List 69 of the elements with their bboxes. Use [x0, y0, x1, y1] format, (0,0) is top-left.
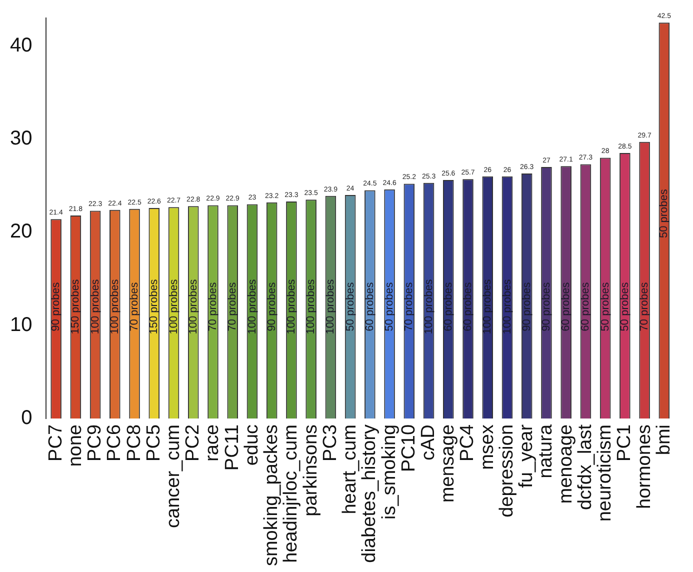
x-tick-label: cancer_cum	[162, 424, 184, 528]
annotation: 50 probes	[344, 282, 356, 332]
x-tick-label: headinjrloc_cum	[280, 424, 302, 563]
x-tick-label: PC11	[222, 424, 243, 471]
annotation: 100 probes	[187, 278, 200, 334]
annotation: 70 probes	[403, 282, 416, 332]
annotation: 50 probes	[384, 282, 396, 332]
annotation: 50 probes	[618, 282, 631, 332]
x-tick-label: is_smoking	[378, 424, 400, 520]
x-tick-label: none	[64, 424, 86, 467]
x-tick-label: PC8	[124, 424, 145, 462]
annotation: 60 probes	[580, 282, 592, 332]
x-tick-label: race	[202, 424, 224, 462]
x-tick-label: PC9	[84, 424, 106, 462]
annotation: 70 probes	[226, 282, 239, 332]
annotation: 70 probes	[638, 282, 651, 332]
x-tick-label: PC2	[182, 424, 204, 462]
annotation: 90 probes	[266, 282, 278, 332]
annotation: 100 probes	[285, 278, 298, 334]
annotation: 100 probes	[168, 278, 180, 334]
annotation: 100 probes	[482, 278, 494, 334]
x-tick-label: PC6	[104, 424, 126, 462]
annotation: 50 probes	[658, 188, 670, 238]
annotation: 90 probes	[520, 282, 533, 332]
annotation: 60 probes	[560, 282, 572, 332]
annotation: 100 probes	[305, 278, 318, 334]
annotation: 60 probes	[462, 282, 474, 332]
annotation: 100 probes	[422, 278, 435, 334]
y-tick-label: 0	[21, 407, 32, 429]
y-tick-label: 40	[10, 34, 32, 56]
x-tick-label: depression	[496, 424, 518, 518]
y-tick-label: 30	[10, 128, 32, 150]
annotation: 60 probes	[364, 282, 376, 332]
x-tick-label: mensage	[438, 424, 459, 503]
x-tick-label: PC4	[457, 424, 478, 462]
x-tick-label: educ	[241, 424, 262, 466]
x-tick-label: cAD	[418, 424, 440, 460]
annotation: 100 probes	[108, 278, 121, 334]
annotation: 90 probes	[540, 282, 552, 332]
x-tick-label: PC10	[398, 424, 420, 472]
y-tick-label: 20	[10, 220, 32, 243]
annotation: 100 probes	[89, 278, 102, 334]
x-tick-label: hormones	[634, 424, 655, 509]
x-tick-label: smoking_packes	[261, 424, 282, 566]
annotation: 100 probes	[324, 278, 337, 334]
annotation: 100 probes	[246, 278, 258, 334]
annotation: 50 probes	[599, 282, 612, 332]
x-tick-label: PC1	[614, 424, 636, 462]
x-tick-label: parkinsons	[300, 424, 322, 516]
x-tick-label: fu_year	[516, 424, 538, 488]
x-tick-label: diabetes_history	[359, 424, 380, 563]
x-tick-label: natura	[536, 424, 557, 478]
x-tick-label: PC3	[320, 424, 341, 462]
annotation: 150 probes	[148, 278, 160, 334]
x-tick-label: PC7	[45, 424, 66, 462]
annotation: 70 probes	[207, 282, 220, 332]
y-tick-label: 10	[10, 314, 32, 336]
x-tick-label: PC5	[143, 424, 164, 462]
annotation: 70 probes	[128, 282, 141, 332]
annotation: 90 probes	[50, 282, 62, 332]
x-tick-label: dcfdx_last	[574, 424, 596, 510]
x-tick-label: neuroticism	[594, 424, 616, 522]
x-tick-label: bmi	[653, 424, 674, 456]
annotation: 150 probes	[70, 278, 82, 334]
x-tick-label: menoage	[555, 424, 576, 504]
x-tick-label: msex	[476, 424, 498, 470]
annotation: 100 probes	[501, 278, 514, 334]
annotation: 60 probes	[442, 282, 454, 332]
x-tick-label: heart_cum	[340, 424, 361, 514]
